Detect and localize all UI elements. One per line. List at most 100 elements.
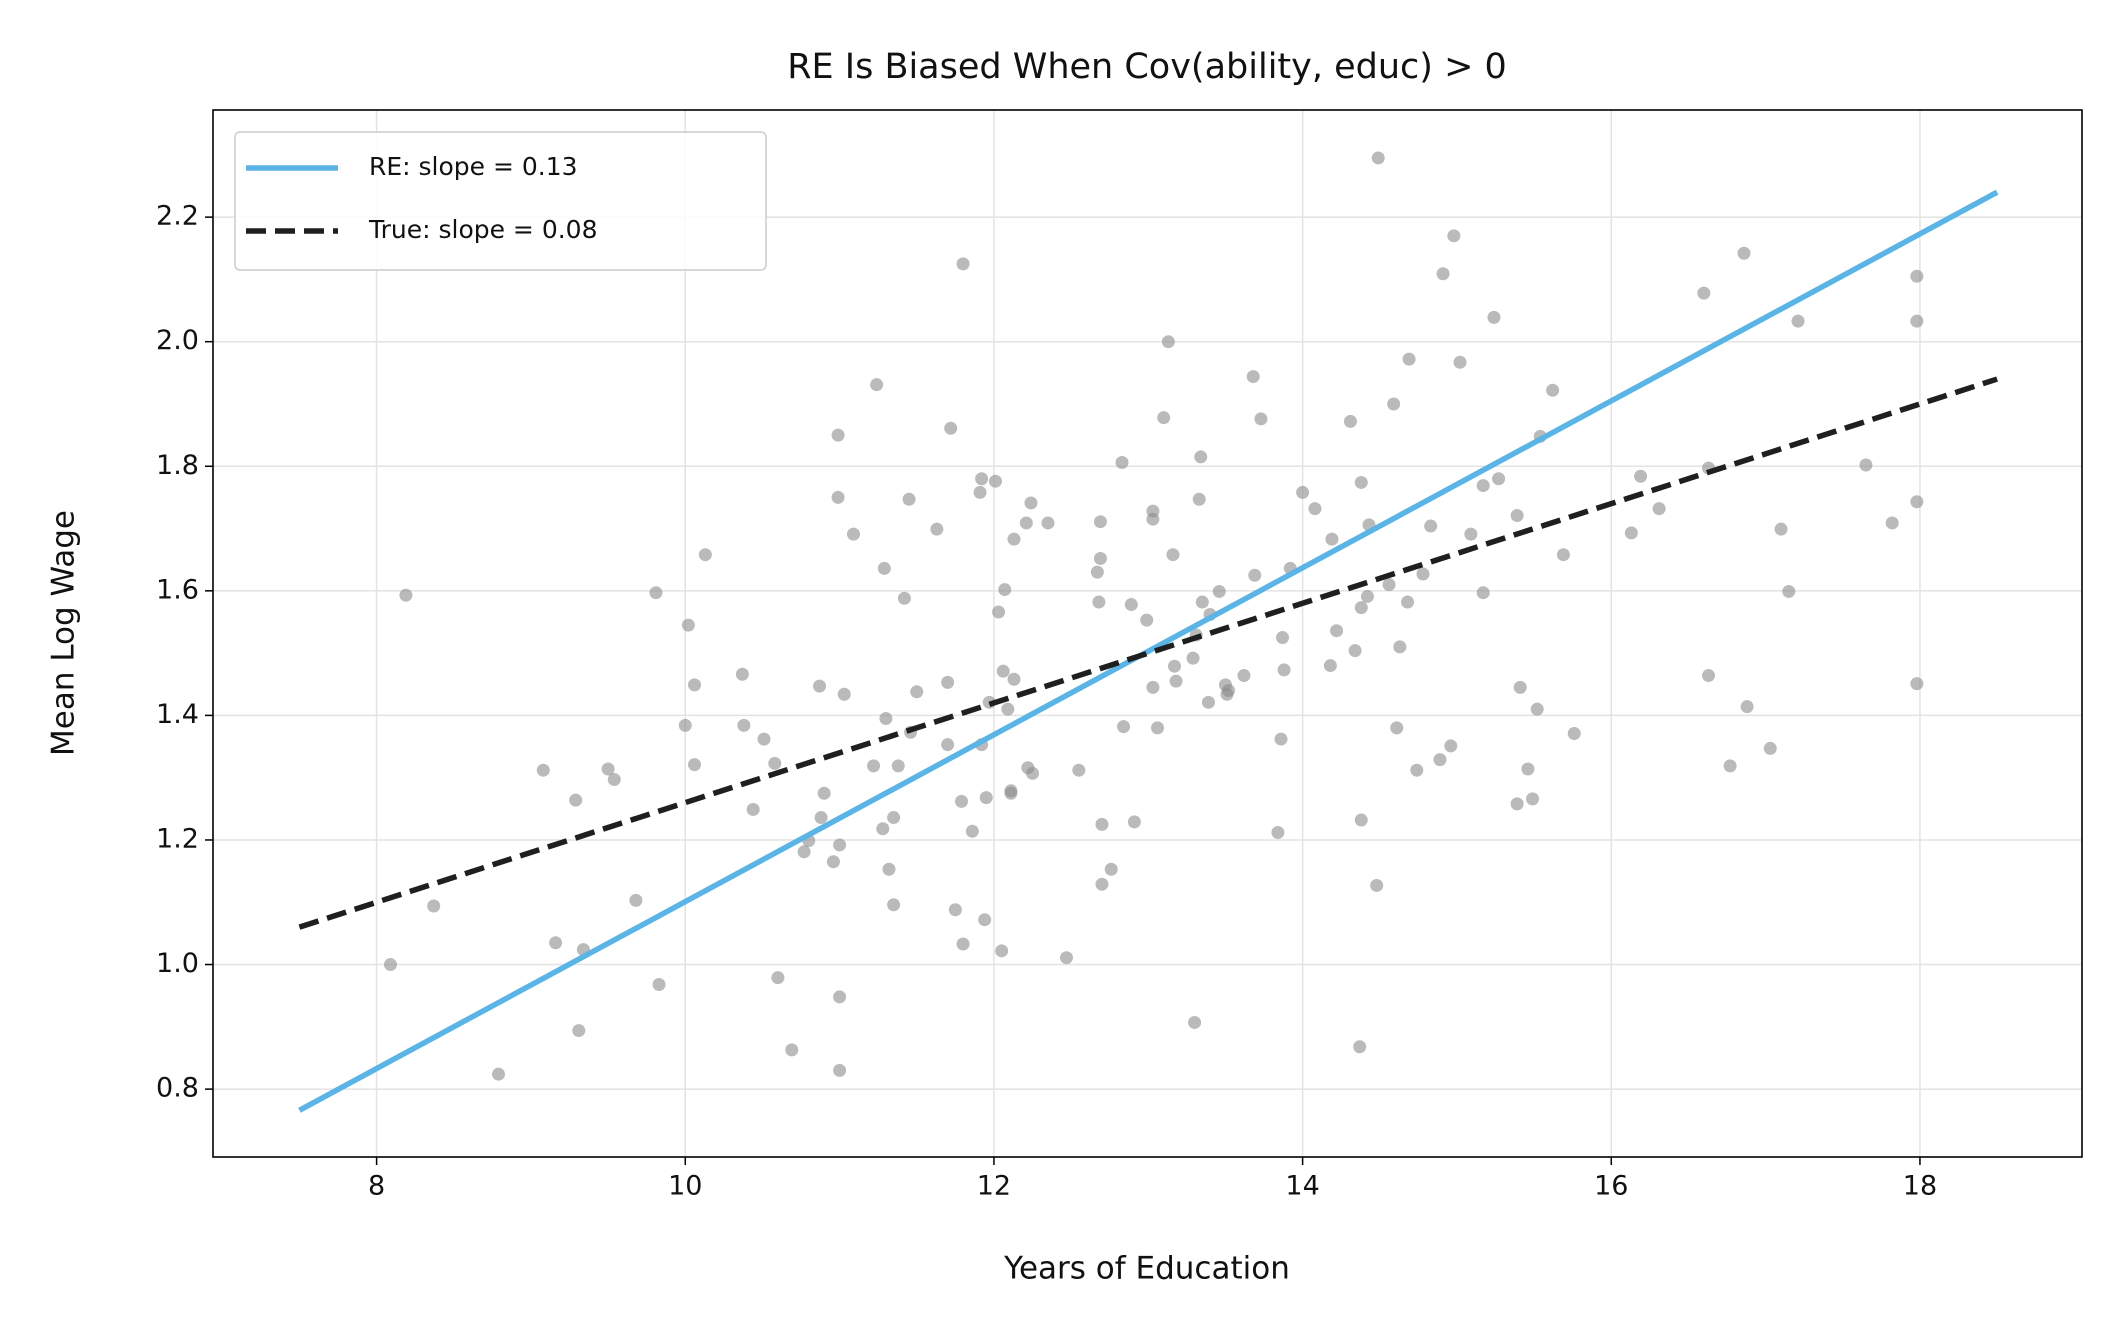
scatter-point bbox=[879, 712, 893, 726]
scatter-point bbox=[1436, 267, 1450, 281]
scatter-point bbox=[1510, 508, 1524, 522]
scatter-point bbox=[1702, 669, 1716, 683]
y-tick-label: 0.8 bbox=[156, 1073, 199, 1104]
scatter-point bbox=[910, 685, 924, 699]
scatter-point bbox=[1387, 397, 1401, 411]
scatter-point bbox=[1353, 1040, 1367, 1054]
scatter-point bbox=[492, 1067, 506, 1081]
x-tick-label: 10 bbox=[668, 1171, 702, 1202]
scatter-point bbox=[877, 561, 891, 575]
scatter-point bbox=[1146, 680, 1160, 694]
scatter-point bbox=[948, 903, 962, 917]
scatter-point bbox=[757, 732, 771, 746]
scatter-point bbox=[771, 971, 785, 985]
scatter-point bbox=[1024, 496, 1038, 510]
scatter-point bbox=[1487, 310, 1501, 324]
scatter-point bbox=[814, 811, 828, 825]
scatter-point bbox=[1401, 595, 1415, 609]
scatter-point bbox=[870, 378, 884, 392]
scatter-point bbox=[1556, 548, 1570, 562]
scatter-point bbox=[1248, 568, 1262, 582]
scatter-point bbox=[998, 583, 1012, 597]
scatter-point bbox=[1092, 595, 1106, 609]
scatter-point bbox=[1166, 548, 1180, 562]
scatter-point bbox=[1910, 269, 1924, 283]
scatter-point bbox=[887, 898, 901, 912]
scatter-point bbox=[1151, 721, 1165, 735]
chart-title: RE Is Biased When Cov(ability, educ) > 0 bbox=[787, 47, 1507, 87]
scatter-point bbox=[1433, 753, 1447, 767]
scatter-point bbox=[833, 990, 847, 1004]
scatter-point bbox=[698, 548, 712, 562]
scatter-point bbox=[1041, 516, 1055, 530]
scatter-point bbox=[1424, 519, 1438, 533]
scatter-point bbox=[1354, 813, 1368, 827]
scatter-point bbox=[1791, 314, 1805, 328]
scatter-point bbox=[1492, 472, 1506, 486]
scatter-point bbox=[652, 977, 666, 991]
fit-line bbox=[298, 189, 1999, 1113]
scatter-point bbox=[1521, 762, 1535, 776]
scatter-point bbox=[735, 667, 749, 681]
scatter-point bbox=[1343, 414, 1357, 428]
scatter-point bbox=[876, 822, 890, 836]
scatter-point bbox=[1124, 598, 1138, 612]
scatter-point bbox=[1410, 763, 1424, 777]
scatter-point bbox=[1296, 485, 1310, 499]
y-tick-label: 1.6 bbox=[156, 574, 199, 605]
scatter-point bbox=[1115, 456, 1129, 470]
scatter-point bbox=[1274, 732, 1288, 746]
scatter-point bbox=[973, 485, 987, 499]
scatter-point bbox=[1194, 450, 1208, 464]
y-tick-label: 2.0 bbox=[156, 325, 199, 356]
scatter-point bbox=[1095, 877, 1109, 891]
scatter-point bbox=[1526, 792, 1540, 806]
y-tick-label: 1.0 bbox=[156, 948, 199, 979]
scatter-point bbox=[867, 759, 881, 773]
scatter-point bbox=[681, 618, 695, 632]
scatter-point bbox=[536, 763, 550, 777]
scatter-point bbox=[1246, 370, 1260, 384]
scatter-point bbox=[956, 257, 970, 271]
scatter-point bbox=[988, 474, 1002, 488]
scatter-point bbox=[1019, 516, 1033, 530]
scatter-point bbox=[944, 421, 958, 435]
scatter-point bbox=[979, 791, 993, 805]
scatter-point bbox=[1127, 815, 1141, 829]
scatter-point bbox=[1390, 721, 1404, 735]
scatter-point bbox=[688, 678, 702, 692]
scatter-point bbox=[1072, 763, 1086, 777]
scatter-point bbox=[1910, 495, 1924, 509]
y-tick-label: 2.2 bbox=[156, 201, 199, 232]
scatter-point bbox=[897, 591, 911, 605]
scatter-point bbox=[1885, 516, 1899, 530]
scatter-point bbox=[1146, 504, 1160, 518]
scatter-point bbox=[1530, 702, 1544, 716]
scatter-point bbox=[978, 913, 992, 927]
scatter-point bbox=[1354, 475, 1368, 489]
scatter-point bbox=[1737, 246, 1751, 260]
scatter-point bbox=[887, 811, 901, 825]
scatter-point bbox=[1382, 578, 1396, 592]
scatter-point bbox=[607, 773, 621, 787]
scatter-point bbox=[1453, 355, 1467, 369]
scatter-point bbox=[891, 759, 905, 773]
x-tick-label: 18 bbox=[1903, 1171, 1937, 1202]
x-tick-label: 8 bbox=[368, 1171, 385, 1202]
scatter-point bbox=[572, 1024, 586, 1038]
scatter-point bbox=[785, 1043, 799, 1057]
scatter-point bbox=[1323, 659, 1337, 673]
scatter-point bbox=[1188, 1015, 1202, 1029]
y-tick-label: 1.2 bbox=[156, 823, 199, 854]
scatter-point bbox=[1393, 640, 1407, 654]
scatter-point bbox=[1476, 586, 1490, 600]
scatter-point bbox=[1095, 817, 1109, 831]
scatter-point bbox=[1510, 797, 1524, 811]
scatter-point bbox=[1697, 286, 1711, 300]
scatter-point bbox=[902, 492, 916, 506]
scatter-point bbox=[995, 944, 1009, 958]
scatter-point bbox=[399, 588, 413, 602]
scatter-point bbox=[833, 838, 847, 852]
fit-line bbox=[298, 376, 1998, 930]
scatter-point bbox=[956, 937, 970, 951]
